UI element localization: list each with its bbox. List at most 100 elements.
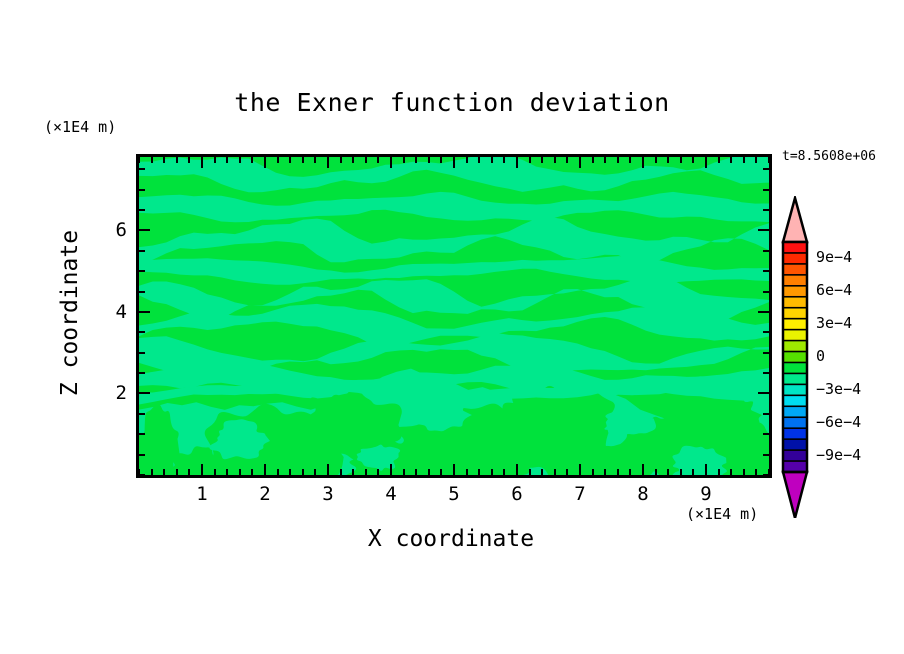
colorbar-band (782, 306, 808, 321)
y-axis-minor-tick (139, 290, 145, 293)
x-axis-major-tick (264, 464, 266, 475)
x-axis-minor-tick (616, 469, 619, 475)
colorbar-band (782, 285, 808, 299)
colorbar-band (782, 328, 808, 342)
x-axis-tick-label: 1 (196, 483, 208, 505)
y-axis-minor-tick (139, 168, 145, 171)
y-axis-minor-tick-right (763, 351, 769, 354)
colorbar-tick-label: −9e−4 (816, 445, 862, 464)
x-axis-major-tick (390, 464, 392, 475)
x-axis-tick-label: 3 (322, 483, 334, 505)
y-axis-minor-tick (139, 474, 145, 476)
x-axis-minor-tick (314, 469, 317, 475)
colorbar-tick-label: −3e−4 (816, 379, 862, 398)
x-axis-minor-tick-top (415, 157, 418, 163)
x-axis-tick-label: 7 (574, 483, 586, 505)
y-axis-minor-tick-right (763, 474, 769, 476)
y-axis-tick-label: 4 (115, 300, 127, 323)
x-axis-minor-tick (251, 469, 254, 475)
colorbar-band (782, 274, 808, 288)
x-axis-minor-tick (591, 469, 594, 475)
x-axis-minor-tick-top (188, 157, 191, 163)
colorbar-tick-label: −6e−4 (816, 412, 862, 431)
contour-field (139, 157, 769, 475)
y-axis-minor-tick (139, 412, 145, 415)
y-axis-minor-tick-right (763, 209, 769, 211)
colorbar-band (782, 295, 808, 310)
x-axis-minor-tick-top (679, 157, 682, 163)
colorbar-band (782, 317, 808, 332)
x-axis-minor-tick (503, 469, 506, 475)
x-axis-minor-tick (150, 469, 153, 475)
x-axis-units-label: (×1E4 m) (686, 505, 759, 523)
x-axis-minor-tick-top (238, 157, 241, 163)
x-axis-major-tick-top (642, 157, 644, 168)
x-axis-minor-tick-top (629, 157, 632, 163)
x-axis-minor-tick-top (175, 157, 178, 163)
colorbar-band (782, 438, 808, 452)
x-axis-major-tick-top (201, 157, 203, 168)
x-axis-minor-tick-top (364, 157, 367, 163)
x-axis-major-tick-top (264, 157, 266, 168)
x-axis-minor-tick-top (352, 157, 355, 163)
x-axis-tick-label: 5 (448, 483, 460, 505)
colorbar-band (782, 416, 808, 430)
colorbar-over-arrow (781, 196, 809, 244)
x-axis-minor-tick-top (478, 157, 481, 163)
x-axis-tick-label: 8 (637, 483, 649, 505)
y-axis-minor-tick (139, 331, 145, 334)
x-axis-minor-tick-top (654, 157, 657, 163)
x-axis-minor-tick-top (616, 157, 619, 163)
x-axis-minor-tick (528, 469, 531, 475)
y-axis-minor-tick (139, 188, 145, 191)
colorbar-band (782, 361, 808, 375)
y-axis-minor-tick (139, 453, 145, 456)
x-axis-minor-tick-top (667, 157, 670, 163)
colorbar-outline (781, 240, 809, 474)
x-axis-minor-tick-top (490, 157, 493, 163)
colorbar-under-arrow (781, 470, 809, 518)
y-axis-title: Z coordinate (57, 229, 83, 397)
colorbar-band (782, 427, 808, 441)
x-axis-major-tick (453, 464, 455, 475)
y-axis-minor-tick-right (763, 433, 769, 436)
x-axis-minor-tick (478, 469, 481, 475)
colorbar-band (782, 252, 808, 266)
x-axis-minor-tick-top (226, 157, 229, 163)
colorbar-band (782, 405, 808, 419)
x-axis-minor-tick (427, 469, 430, 475)
colorbar (779, 196, 811, 518)
y-axis-minor-tick (139, 433, 145, 436)
y-axis-minor-tick (139, 372, 145, 375)
colorbar-band (782, 394, 808, 408)
x-axis-major-tick (642, 464, 644, 475)
y-axis-major-tick-right (758, 229, 769, 232)
y-axis-minor-tick (139, 209, 145, 211)
x-axis-minor-tick (138, 469, 140, 475)
x-axis-minor-tick-top (213, 157, 216, 163)
x-axis-minor-tick-top (717, 157, 720, 163)
y-axis-minor-tick-right (763, 331, 769, 334)
x-axis-minor-tick-top (276, 157, 279, 163)
x-axis-minor-tick-top (377, 157, 380, 163)
colorbar-tick-label: 3e−4 (816, 314, 853, 333)
x-axis-minor-tick (415, 469, 418, 475)
x-axis-minor-tick (213, 469, 216, 475)
colorbar-band (782, 383, 808, 397)
page-title: the Exner function deviation (234, 88, 670, 117)
plot-frame (136, 154, 772, 478)
y-axis-major-tick-right (758, 310, 769, 313)
timestamp-annotation: t=8.5608e+06 (782, 149, 876, 164)
x-axis-minor-tick-top (541, 157, 544, 163)
colorbar-band (782, 241, 808, 255)
x-axis-minor-tick (163, 469, 166, 475)
x-axis-minor-tick-top (591, 157, 594, 163)
x-axis-minor-tick-top (289, 157, 292, 163)
x-axis-minor-tick (289, 469, 292, 475)
y-axis-units-label: (×1E4 m) (44, 118, 117, 136)
x-axis-minor-tick (377, 469, 380, 475)
y-axis-major-tick (139, 310, 150, 313)
x-axis-tick-label: 9 (700, 483, 712, 505)
y-axis-major-tick (139, 392, 150, 395)
y-axis-minor-tick-right (763, 290, 769, 293)
